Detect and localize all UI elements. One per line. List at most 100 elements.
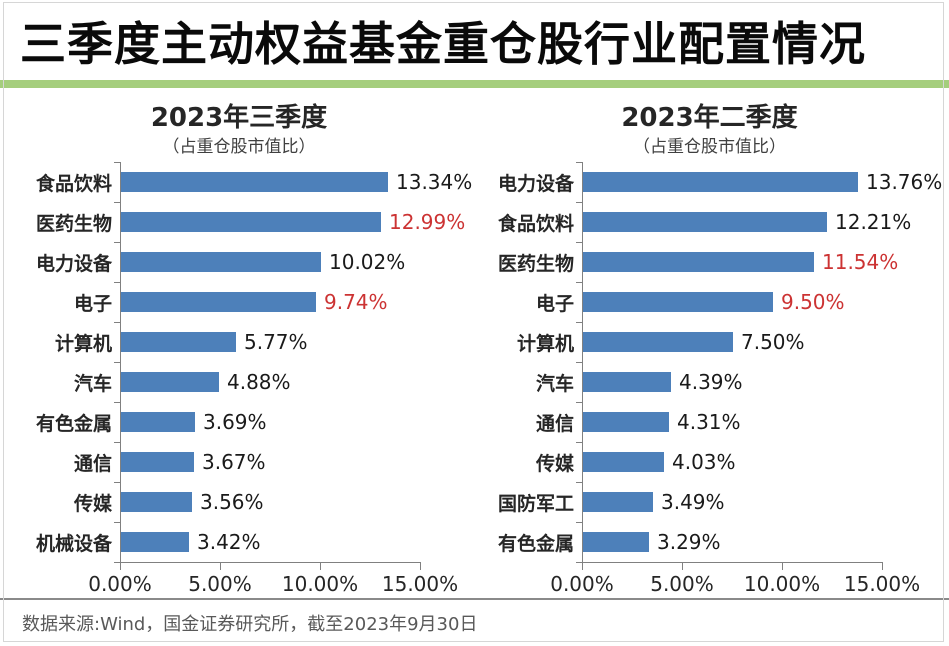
bar [121,292,316,312]
chart-subtitle: （占重仓股市值比） [162,137,316,157]
category-label: 汽车 [535,372,574,395]
x-axis-tick [882,563,883,570]
y-axis-tick [114,322,120,323]
x-tick-label: 15.00% [843,572,921,596]
bar [583,412,669,432]
value-label: 3.67% [202,450,266,474]
plot-area: 食品饮料 13.34% 医药生物 12.99% 电力设备 10.02% 电子 9.74% 计算机… [36,162,472,596]
y-axis-tick [576,562,582,563]
value-label: 12.99% [389,210,466,234]
value-label: 11.54% [822,250,899,274]
y-axis-tick [114,562,120,563]
y-axis-tick [114,202,120,203]
bar [583,292,773,312]
bar [121,492,192,512]
y-axis-tick [114,282,120,283]
bar [583,332,733,352]
y-axis-tick [576,482,582,483]
category-label: 食品饮料 [497,212,574,235]
value-label: 13.34% [396,170,473,194]
footer: 数据来源:Wind，国金证券研究所，截至2023年9月30日 [0,598,949,646]
x-axis-tick [220,563,221,570]
value-label: 9.74% [324,290,388,314]
category-label: 机械设备 [35,532,112,555]
bar [583,212,827,232]
category-label: 传媒 [73,492,112,515]
category-label: 电力设备 [497,172,574,195]
y-axis-tick [114,442,120,443]
bar [121,412,195,432]
y-axis-tick [576,322,582,323]
y-axis-tick [576,162,582,163]
x-axis-line [582,562,883,563]
category-label: 医药生物 [497,252,574,275]
category-label: 汽车 [73,372,112,395]
x-tick-label: 10.00% [743,572,821,596]
category-label: 传媒 [535,452,574,475]
bar [121,172,388,192]
category-label: 通信 [535,412,574,435]
y-axis-tick [114,362,120,363]
y-axis-tick [576,362,582,363]
category-label: 医药生物 [35,212,112,235]
x-axis-tick [320,563,321,570]
x-axis-tick [782,563,783,570]
value-label: 4.39% [679,370,743,394]
y-axis-tick [114,482,120,483]
chart-2023-q2: 2023年二季度 （占重仓股市值比） 电力设备 13.76% 食品饮料 12.21% 医… [470,92,949,598]
category-label: 计算机 [54,332,112,355]
category-label: 电子 [73,292,112,315]
value-label: 12.21% [835,210,912,234]
category-label: 电力设备 [35,252,112,275]
category-label: 电子 [535,292,574,315]
y-axis-line [120,162,121,563]
y-axis-tick [576,242,582,243]
category-label: 有色金属 [497,532,574,555]
bar [121,532,189,552]
category-label: 通信 [73,452,112,475]
value-label: 7.50% [741,330,805,354]
bar [583,452,664,472]
bar [583,172,858,192]
value-label: 4.88% [227,370,291,394]
x-axis-line [120,562,421,563]
y-axis-tick [114,522,120,523]
bar [583,252,814,272]
chart-title: 2023年二季度 [621,103,798,133]
data-source-text: 数据来源:Wind，国金证券研究所，截至2023年9月30日 [22,614,478,635]
x-tick-label: 0.00% [550,572,614,596]
bar [583,372,671,392]
y-axis-tick [576,282,582,283]
x-tick-label: 5.00% [650,572,714,596]
plot-area: 电力设备 13.76% 食品饮料 12.21% 医药生物 11.54% 电子 9.50% 计算机… [498,162,942,596]
value-label: 3.29% [657,530,721,554]
chart-2023-q3: 2023年三季度 （占重仓股市值比） 食品饮料 13.34% 医药生物 12.99% 电… [8,92,472,598]
bar [121,452,194,472]
y-axis-tick [114,242,120,243]
page-title: 三季度主动权益基金重仓股行业配置情况 [20,17,866,71]
bar [583,492,653,512]
x-axis-tick [682,563,683,570]
x-tick-label: 10.00% [281,572,359,596]
x-axis-tick [582,563,583,570]
x-axis-tick [420,563,421,570]
x-tick-label: 0.00% [88,572,152,596]
value-label: 4.03% [672,450,736,474]
x-tick-label: 15.00% [381,572,459,596]
chart-subtitle: （占重仓股市值比） [633,137,786,157]
category-label: 国防军工 [497,492,574,515]
x-axis-tick [120,563,121,570]
value-label: 3.69% [203,410,267,434]
bar [121,332,236,352]
bar [121,252,321,272]
value-label: 13.76% [866,170,943,194]
value-label: 3.42% [197,530,261,554]
y-axis-tick [576,442,582,443]
y-axis-tick [114,162,120,163]
category-label: 有色金属 [35,412,112,435]
green-accent-bar [0,80,949,88]
y-axis-tick [114,402,120,403]
category-label: 食品饮料 [35,172,112,195]
bar [121,372,219,392]
value-label: 5.77% [244,330,308,354]
